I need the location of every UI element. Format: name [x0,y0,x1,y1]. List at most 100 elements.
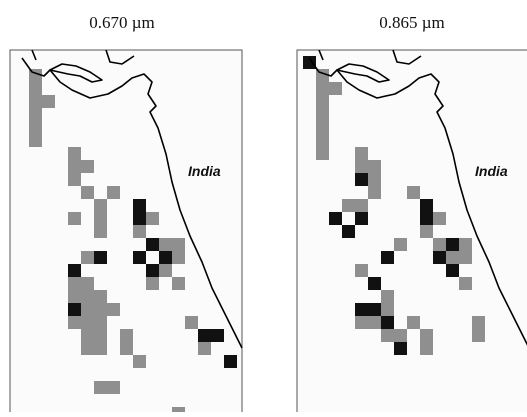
pixel-cell [381,329,394,342]
pixel-cell [420,212,433,225]
pixel-cell [316,134,329,147]
pixel-cell [407,186,420,199]
pixel-cell [420,329,433,342]
pixel-cell [68,160,81,173]
pixel-cell [342,225,355,238]
pixel-cell [94,290,107,303]
pixel-cell [394,238,407,251]
pixel-cell [81,303,94,316]
pixel-cell [211,329,224,342]
pixel-cell [159,251,172,264]
pixel-cell [146,212,159,225]
pixel-cell [172,277,185,290]
pixel-cell [68,277,81,290]
pixel-cell [94,212,107,225]
pixel-cell [472,316,485,329]
pixel-cell [81,277,94,290]
pixel-cell [355,160,368,173]
pixel-cell [368,173,381,186]
pixel-cell [94,342,107,355]
pixel-cell [29,134,42,147]
pixel-cell [133,355,146,368]
pixel-cell [381,290,394,303]
pixel-cell [329,82,342,95]
pixel-cell [107,381,120,394]
pixel-cell [355,303,368,316]
pixel-cell [81,251,94,264]
pixel-cell [81,160,94,173]
pixel-cell [316,108,329,121]
pixel-cell [355,173,368,186]
pixel-cell [42,95,55,108]
pixel-cell [368,303,381,316]
pixel-cell [368,186,381,199]
pixel-cell [94,303,107,316]
pixel-cell [381,251,394,264]
pixel-cell [29,95,42,108]
pixel-cell [133,199,146,212]
pixel-cell [433,212,446,225]
pixel-cell [420,225,433,238]
pixel-cell [198,342,211,355]
pixel-cell [133,251,146,264]
pixel-cell [381,316,394,329]
pixel-cell [107,186,120,199]
pixel-cell [472,329,485,342]
pixel-cell [355,212,368,225]
pixel-cell [420,342,433,355]
pixel-cell [146,264,159,277]
pixel-cell [68,290,81,303]
pixel-cell [68,264,81,277]
pixel-cell [159,238,172,251]
pixel-cell [107,303,120,316]
pixel-cell [433,238,446,251]
pixel-cell [459,251,472,264]
pixel-cell [94,316,107,329]
pixel-cell [342,199,355,212]
pixel-cell [459,238,472,251]
place-label: India [188,163,221,179]
pixel-cell [433,251,446,264]
pixel-cell [355,147,368,160]
figure: India India 0.670 µm 0.865 µm [0,0,527,412]
pixel-cell [381,303,394,316]
pixel-cell [29,108,42,121]
pixel-cell [172,407,185,412]
pixel-cell [81,329,94,342]
pixel-cell [355,264,368,277]
pixel-cell [316,147,329,160]
pixel-cell [133,212,146,225]
pixel-cell [394,342,407,355]
pixel-cell [120,342,133,355]
pixel-cell [81,186,94,199]
pixel-cell [446,264,459,277]
pixel-cell [68,147,81,160]
pixel-cell [224,355,237,368]
pixel-cell [133,225,146,238]
pixel-cell [81,290,94,303]
pixel-cell [355,316,368,329]
pixel-cell [368,160,381,173]
pixel-cell [316,82,329,95]
pixel-cell [94,381,107,394]
panel: India [297,50,527,412]
pixel-cell [146,277,159,290]
pixel-cell [172,251,185,264]
pixel-cell [446,251,459,264]
pixel-cell [394,329,407,342]
panel: India [10,50,242,412]
pixel-cell [159,264,172,277]
pixel-cell [459,277,472,290]
panel-title: 0.865 µm [379,13,445,32]
pixel-cell [68,316,81,329]
panel-frame [297,50,527,412]
pixel-cell [94,329,107,342]
pixel-cell [198,329,211,342]
pixel-cell [81,342,94,355]
pixel-cell [94,225,107,238]
pixel-cell [185,316,198,329]
pixel-cell [68,303,81,316]
pixel-cell [68,212,81,225]
pixel-cell [316,95,329,108]
page: {"panels": [{"title": "0.670 µm", "label… [0,0,527,412]
